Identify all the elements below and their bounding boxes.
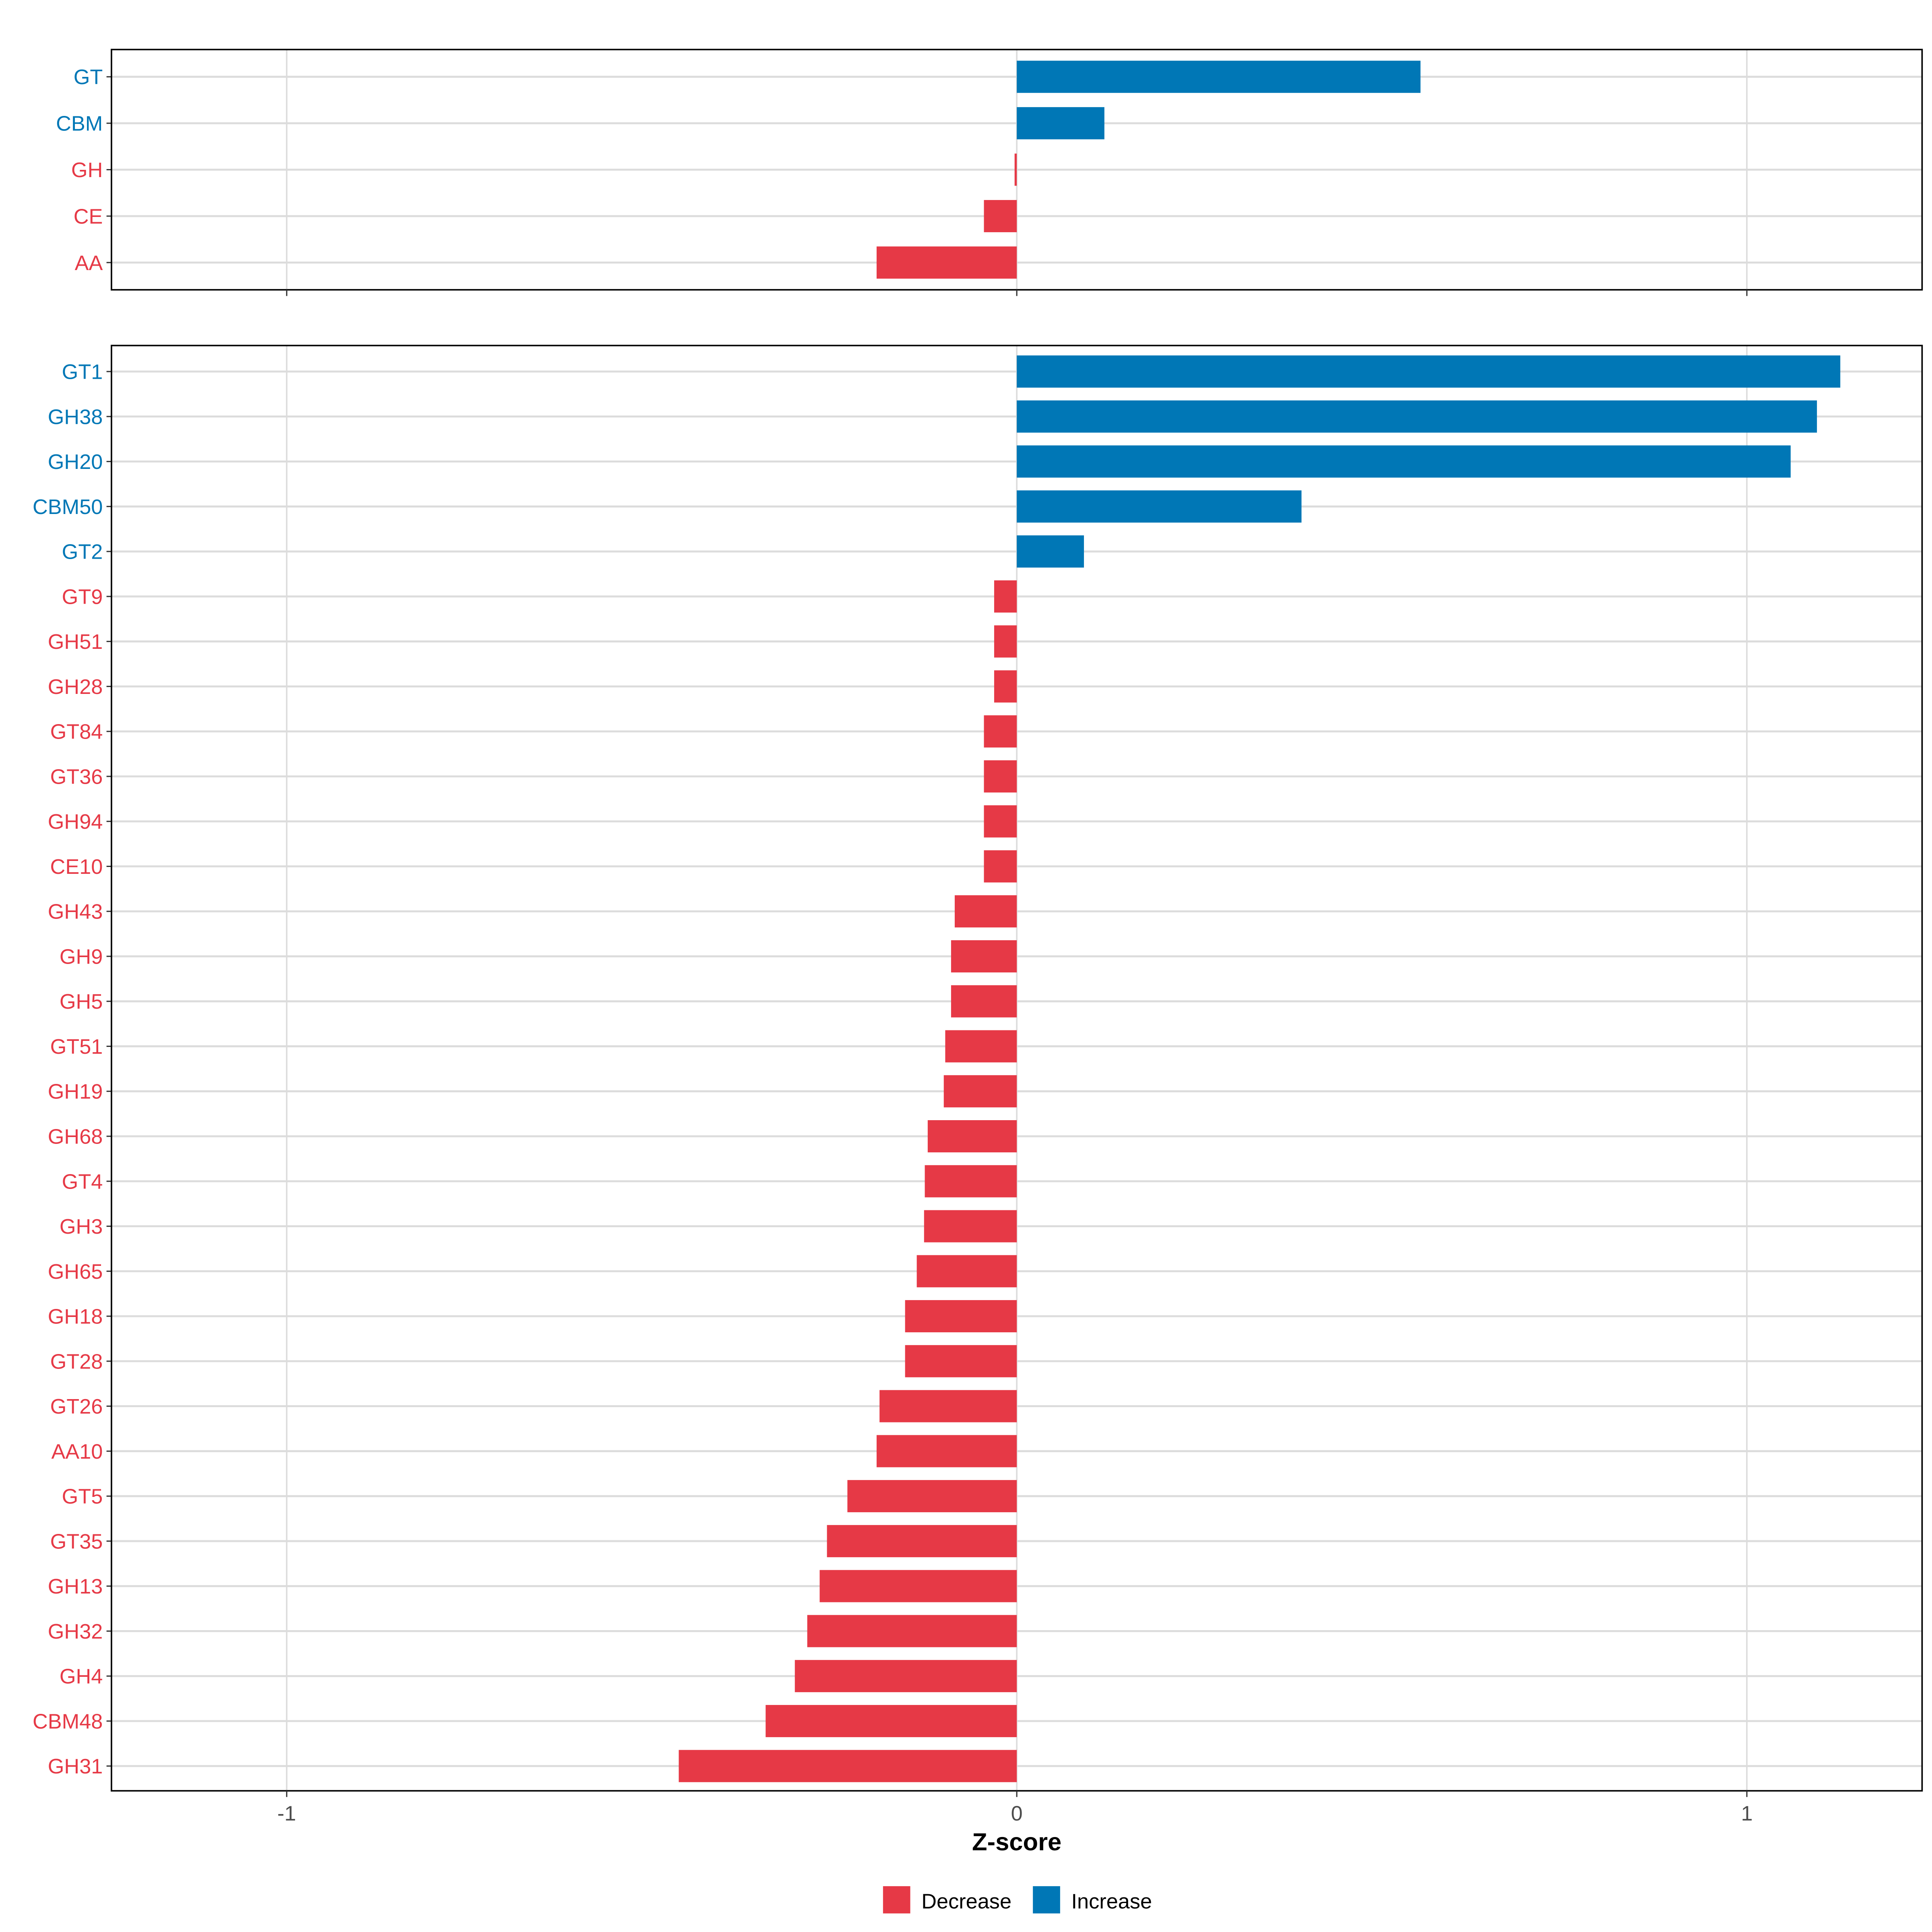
bar-gh28 [994,670,1017,703]
y-tick-label: GH68 [48,1125,103,1148]
y-tick-label: GH32 [48,1620,103,1643]
bar-gt5 [847,1480,1017,1513]
bar-ce [984,200,1017,232]
bar-gh9 [951,940,1017,972]
bar-gh43 [954,895,1017,928]
bottom-panel: GT1 GH38 GH20 CBM50 GT2 GT9 GH51 GH28 GT84 GT36 GH… [33,345,1923,1792]
bar-gh19 [943,1075,1017,1108]
y-tick-label: GH38 [48,405,103,429]
y-tick-label: GH20 [48,450,103,474]
y-tick-label: GT2 [62,541,103,564]
bar-gh31 [679,1750,1017,1782]
bar-ce10 [984,850,1017,883]
y-tick-label: CBM50 [33,495,103,519]
y-tick-label: GH19 [48,1080,103,1104]
y-tick-label: GH [71,159,103,182]
y-tick-label: GT35 [50,1530,103,1553]
y-tick-label: AA [75,252,103,275]
y-tick-label: GT9 [62,585,103,609]
y-tick-label: GT51 [50,1035,103,1059]
y-tick-label: GT28 [50,1350,103,1373]
bar-gh38 [1017,400,1817,433]
bar-gt [1017,60,1421,93]
legend-label-increase: Increase [1071,1890,1152,1913]
y-tick-label: GH9 [60,945,103,968]
y-tick-label: CE10 [50,855,103,879]
y-tick-label: GH3 [60,1215,103,1238]
bar-cbm48 [766,1705,1017,1737]
x-tick-label: 1 [1741,1802,1752,1825]
y-tick-label: CBM [56,112,103,136]
legend-swatch-increase [1033,1886,1060,1913]
y-tick-label: GH5 [60,990,103,1013]
y-tick-label: GH4 [60,1665,103,1688]
bar-cbm50 [1017,490,1302,523]
y-tick-label: GH65 [48,1260,103,1284]
y-tick-label: GT36 [50,765,103,788]
bar-gt1 [1017,355,1841,388]
bar-gt84 [984,715,1017,748]
bar-cbm [1017,107,1104,140]
bar-gt2 [1017,535,1084,568]
x-tick-label: -1 [277,1802,296,1825]
bar-gt51 [945,1030,1017,1063]
bar-gh5 [951,985,1017,1018]
y-tick-label: GH43 [48,900,103,924]
y-tick-label: GT84 [50,720,103,744]
top-panel: GT CBM GH CE AA [56,49,1923,291]
y-tick-label: GH94 [48,810,103,834]
y-tick-label: GT26 [50,1395,103,1418]
y-tick-label: GT5 [62,1485,103,1509]
bar-gh13 [819,1570,1017,1602]
x-axis-title: Z-score [972,1828,1061,1856]
bar-gh20 [1017,445,1791,478]
bar-gh32 [807,1615,1017,1647]
bar-gt28 [905,1345,1017,1377]
x-tick-label: 0 [1011,1802,1023,1825]
bar-gt4 [925,1165,1017,1197]
bar-gt36 [984,760,1017,793]
y-tick-label: AA10 [51,1440,103,1463]
x-axis: -1 0 1 [277,290,1753,1825]
bar-aa10 [876,1435,1017,1468]
bar-gh [1014,153,1017,186]
y-tick-label: GH13 [48,1575,103,1598]
bar-gh68 [927,1120,1017,1153]
bar-gh51 [994,625,1017,658]
y-tick-label: GH18 [48,1305,103,1329]
bar-gt35 [827,1525,1017,1557]
y-tick-label: GT4 [62,1170,103,1193]
bar-gt26 [879,1390,1017,1422]
legend: Decrease Increase [883,1886,1152,1913]
bar-gt9 [994,580,1017,613]
y-tick-label: CBM48 [33,1710,103,1733]
y-tick-label: GT1 [62,361,103,384]
legend-label-decrease: Decrease [921,1890,1011,1913]
legend-swatch-decrease [883,1886,910,1913]
bar-gh4 [795,1660,1017,1693]
y-tick-label: GH31 [48,1755,103,1778]
y-tick-label: CE [74,205,103,228]
y-tick-label: GH28 [48,675,103,699]
bar-gh94 [984,805,1017,838]
y-tick-label: GT [74,66,103,89]
bar-gh65 [916,1255,1017,1288]
bar-aa [876,246,1017,279]
bar-gh18 [905,1300,1017,1333]
y-tick-label: GH51 [48,630,103,654]
bar-gh3 [924,1210,1017,1243]
